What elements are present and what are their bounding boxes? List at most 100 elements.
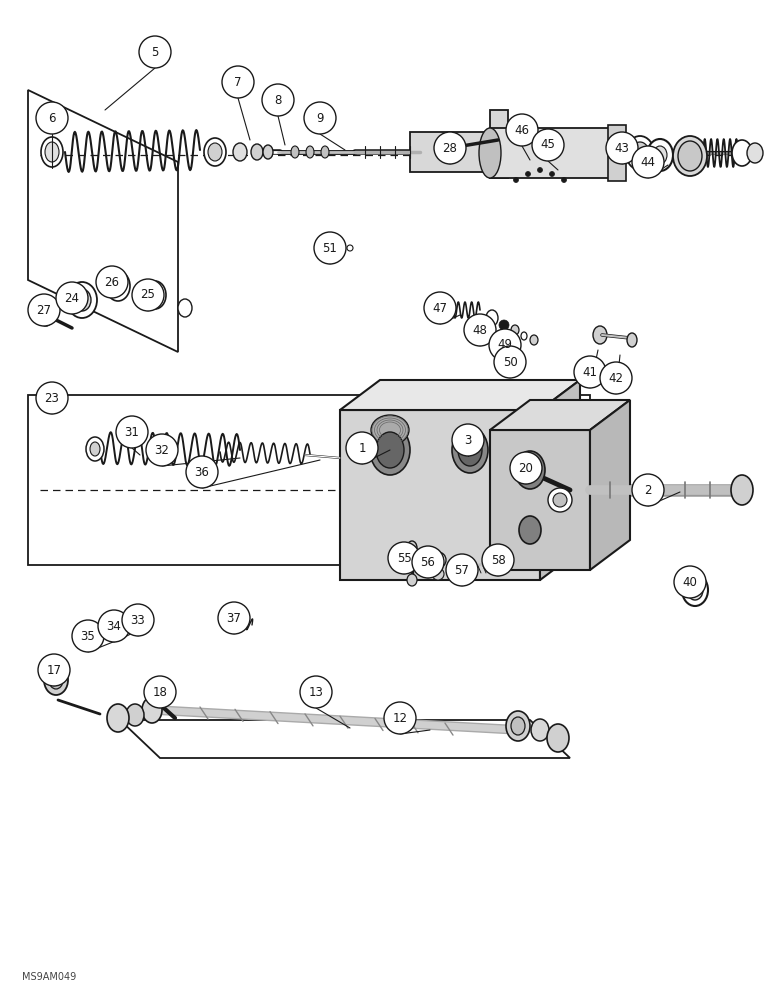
- Circle shape: [139, 36, 171, 68]
- Circle shape: [132, 279, 164, 311]
- Ellipse shape: [44, 665, 68, 695]
- Circle shape: [36, 102, 68, 134]
- Text: 56: 56: [421, 556, 435, 568]
- Text: 24: 24: [65, 292, 80, 304]
- Ellipse shape: [593, 326, 607, 344]
- Bar: [608, 125, 626, 181]
- Ellipse shape: [67, 282, 97, 318]
- Text: 37: 37: [226, 611, 242, 624]
- Ellipse shape: [631, 142, 649, 164]
- Circle shape: [262, 84, 294, 116]
- Circle shape: [513, 178, 519, 182]
- Text: 18: 18: [153, 686, 168, 698]
- Ellipse shape: [521, 458, 539, 482]
- Circle shape: [144, 676, 176, 708]
- Ellipse shape: [653, 146, 667, 164]
- Polygon shape: [340, 380, 580, 410]
- Circle shape: [574, 356, 606, 388]
- Text: 25: 25: [141, 288, 155, 302]
- Circle shape: [548, 488, 572, 512]
- Polygon shape: [28, 90, 178, 352]
- Text: 9: 9: [317, 111, 323, 124]
- Circle shape: [561, 178, 567, 182]
- Ellipse shape: [687, 580, 703, 600]
- Circle shape: [28, 294, 60, 326]
- Ellipse shape: [251, 144, 263, 160]
- Text: 6: 6: [48, 111, 56, 124]
- Ellipse shape: [458, 434, 482, 466]
- Ellipse shape: [407, 541, 417, 555]
- Circle shape: [553, 493, 567, 507]
- Ellipse shape: [107, 704, 129, 732]
- Circle shape: [489, 329, 521, 361]
- Circle shape: [674, 566, 706, 598]
- Circle shape: [300, 676, 332, 708]
- Circle shape: [218, 602, 250, 634]
- Ellipse shape: [447, 141, 457, 155]
- Ellipse shape: [106, 271, 130, 301]
- Text: 28: 28: [442, 141, 458, 154]
- Ellipse shape: [233, 143, 247, 161]
- Ellipse shape: [73, 289, 91, 311]
- Ellipse shape: [408, 560, 416, 570]
- Ellipse shape: [479, 128, 501, 178]
- Circle shape: [506, 114, 538, 146]
- Circle shape: [600, 362, 632, 394]
- Text: 35: 35: [80, 630, 96, 643]
- Circle shape: [116, 416, 148, 448]
- Circle shape: [96, 266, 128, 298]
- Text: 42: 42: [608, 371, 624, 384]
- Circle shape: [432, 568, 444, 580]
- Circle shape: [72, 620, 104, 652]
- Ellipse shape: [149, 287, 161, 303]
- Circle shape: [304, 102, 336, 134]
- Circle shape: [346, 432, 378, 464]
- Ellipse shape: [627, 333, 637, 347]
- Ellipse shape: [673, 136, 707, 176]
- Circle shape: [334, 244, 342, 252]
- Polygon shape: [340, 410, 540, 580]
- Ellipse shape: [49, 671, 63, 689]
- Ellipse shape: [486, 310, 498, 326]
- Ellipse shape: [530, 335, 538, 345]
- Circle shape: [464, 314, 496, 346]
- Circle shape: [550, 172, 554, 176]
- Text: 33: 33: [130, 613, 145, 626]
- Circle shape: [222, 66, 254, 98]
- Circle shape: [526, 172, 530, 176]
- Text: 26: 26: [104, 275, 120, 288]
- Circle shape: [314, 232, 346, 264]
- Circle shape: [384, 702, 416, 734]
- Ellipse shape: [732, 140, 752, 166]
- Ellipse shape: [511, 717, 525, 735]
- Circle shape: [347, 245, 353, 251]
- Text: 12: 12: [392, 712, 408, 724]
- Ellipse shape: [519, 516, 541, 544]
- Circle shape: [452, 424, 484, 456]
- Circle shape: [434, 132, 466, 164]
- Circle shape: [122, 604, 154, 636]
- Text: 20: 20: [519, 462, 533, 475]
- Text: 49: 49: [497, 338, 513, 352]
- Text: 46: 46: [514, 123, 530, 136]
- Ellipse shape: [747, 143, 763, 163]
- Text: MS9AM049: MS9AM049: [22, 972, 76, 982]
- Circle shape: [532, 129, 564, 161]
- Ellipse shape: [525, 463, 539, 481]
- Text: 43: 43: [615, 141, 629, 154]
- Ellipse shape: [647, 139, 673, 171]
- Ellipse shape: [452, 427, 488, 473]
- Circle shape: [146, 434, 178, 466]
- Text: 45: 45: [540, 138, 555, 151]
- Circle shape: [98, 610, 130, 642]
- Text: 13: 13: [309, 686, 323, 698]
- Circle shape: [482, 544, 514, 576]
- Circle shape: [36, 382, 68, 414]
- Ellipse shape: [41, 137, 63, 167]
- Ellipse shape: [515, 451, 545, 489]
- Text: 7: 7: [234, 76, 242, 89]
- Ellipse shape: [306, 146, 314, 158]
- Text: 55: 55: [397, 552, 411, 564]
- Text: 17: 17: [46, 664, 62, 676]
- Bar: [490, 128, 610, 178]
